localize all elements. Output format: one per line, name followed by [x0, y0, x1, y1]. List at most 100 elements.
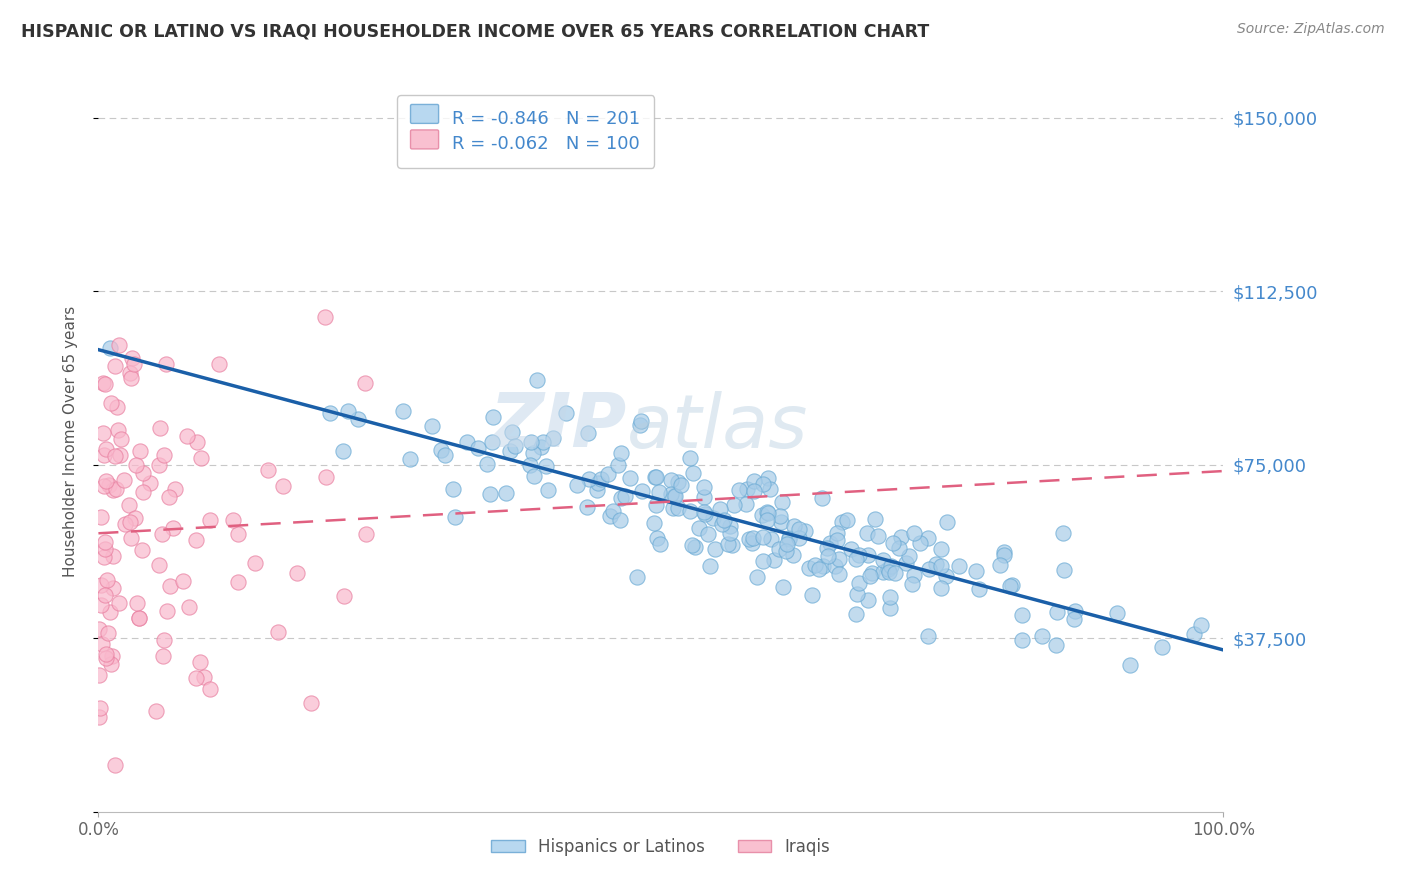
Y-axis label: Householder Income Over 65 years: Householder Income Over 65 years [63, 306, 77, 577]
Point [845, 607, 868, 621]
Point [347, 411, 370, 425]
Point [929, 541, 952, 556]
Point [537, 483, 560, 497]
Point [108, 448, 131, 462]
Point [190, 450, 212, 465]
Point [877, 562, 900, 576]
Point [666, 501, 689, 516]
Point [107, 401, 129, 415]
Point [755, 504, 778, 518]
Point [1031, 629, 1053, 643]
Point [630, 414, 652, 428]
Point [90, 598, 112, 612]
Point [723, 498, 745, 512]
Point [664, 489, 686, 503]
Point [1011, 632, 1033, 647]
Point [737, 482, 759, 496]
Point [903, 567, 925, 582]
Point [105, 483, 128, 497]
Point [529, 440, 551, 454]
Point [1182, 627, 1205, 641]
Point [315, 470, 337, 484]
Point [152, 648, 174, 663]
Point [97, 477, 120, 491]
Point [741, 536, 763, 550]
Point [98, 341, 121, 355]
Point [534, 459, 557, 474]
Point [503, 439, 526, 453]
Text: HISPANIC OR LATINO VS IRAQI HOUSEHOLDER INCOME OVER 65 YEARS CORRELATION CHART: HISPANIC OR LATINO VS IRAQI HOUSEHOLDER … [21, 22, 929, 40]
Point [755, 512, 778, 526]
Point [399, 452, 422, 467]
Point [630, 417, 652, 432]
Legend: Hispanics or Latinos, Iraqis: Hispanics or Latinos, Iraqis [485, 831, 837, 863]
Point [998, 579, 1021, 593]
Point [107, 424, 129, 438]
Point [887, 541, 910, 555]
Point [128, 611, 150, 625]
Point [709, 502, 731, 516]
Point [768, 541, 790, 556]
Point [1150, 640, 1173, 655]
Point [772, 580, 794, 594]
Point [124, 511, 146, 525]
Point [609, 513, 631, 527]
Point [467, 441, 489, 455]
Point [110, 432, 132, 446]
Point [148, 458, 170, 473]
Point [523, 469, 546, 483]
Point [120, 531, 142, 545]
Point [883, 566, 905, 581]
Point [162, 521, 184, 535]
Point [787, 531, 810, 545]
Point [1045, 638, 1067, 652]
Point [794, 524, 817, 539]
Point [478, 487, 501, 501]
Point [222, 513, 245, 527]
Point [820, 536, 842, 550]
Point [1063, 604, 1085, 618]
Point [118, 498, 141, 512]
Point [153, 449, 176, 463]
Point [669, 477, 692, 491]
Point [860, 566, 883, 580]
Point [752, 554, 775, 568]
Point [879, 591, 901, 605]
Point [198, 681, 221, 696]
Point [696, 526, 718, 541]
Point [897, 549, 920, 563]
Point [226, 574, 249, 589]
Point [156, 604, 179, 618]
Point [993, 548, 1015, 562]
Point [769, 508, 792, 523]
Point [96, 650, 118, 665]
Point [756, 506, 779, 520]
Point [817, 549, 839, 563]
Point [354, 527, 377, 541]
Point [90, 510, 112, 524]
Point [186, 533, 208, 547]
Point [845, 551, 868, 566]
Point [811, 491, 834, 505]
Point [98, 605, 121, 619]
Point [872, 565, 894, 579]
Point [243, 556, 266, 570]
Point [626, 570, 648, 584]
Point [91, 637, 114, 651]
Point [576, 425, 599, 440]
Point [578, 472, 600, 486]
Point [751, 508, 773, 523]
Point [93, 534, 115, 549]
Point [648, 537, 671, 551]
Point [609, 446, 631, 460]
Point [1052, 526, 1074, 541]
Point [856, 593, 879, 607]
Point [285, 566, 308, 581]
Point [782, 548, 804, 562]
Point [751, 477, 773, 491]
Point [718, 525, 741, 540]
Point [475, 457, 498, 471]
Point [1189, 618, 1212, 632]
Point [825, 525, 848, 540]
Point [97, 625, 120, 640]
